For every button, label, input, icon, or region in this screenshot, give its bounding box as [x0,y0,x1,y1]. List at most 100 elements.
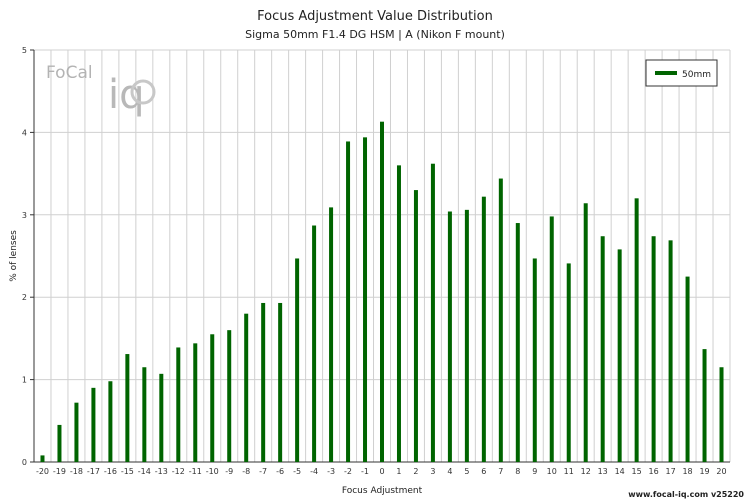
y-tick-label: 5 [22,46,27,55]
bar [515,223,520,462]
bar [40,455,45,462]
x-tick-label: 12 [581,467,591,476]
x-tick-label: -6 [276,467,284,476]
x-tick-label: 8 [515,467,520,476]
x-tick-label: 1 [396,467,401,476]
x-tick-label: 17 [665,467,675,476]
bar [74,402,79,462]
x-tick-label: 20 [716,467,726,476]
logo-lens-icon [130,79,156,105]
y-tick-label: 3 [22,211,27,220]
x-tick-label: -4 [310,467,318,476]
x-tick-label: 0 [379,467,384,476]
bar [719,367,724,462]
bar [600,236,605,462]
logo-focal-text: FoCal [46,63,93,83]
x-tick-label: -17 [87,467,100,476]
bar [617,249,622,462]
bar [702,349,707,462]
bar [329,207,334,462]
bar [685,276,690,462]
x-tick-label: 16 [649,467,659,476]
x-tick-label: 11 [564,467,574,476]
bar [447,211,452,462]
bar [396,165,401,463]
x-tick-label: -10 [206,467,219,476]
x-tick-label: 5 [464,467,469,476]
bar [430,163,435,462]
x-tick-label: -13 [155,467,168,476]
x-axis-label: Focus Adjustment [342,486,423,496]
bar [176,347,181,462]
x-tick-label-layer: -20 -19 -18 -17 -16 -15 -14 -13 -12 -11 -10 -9 -8 -7-… [36,467,727,476]
bar [227,330,232,462]
x-tick-label: -19 [53,467,66,476]
x-tick-label: 18 [682,467,692,476]
bar [57,424,62,462]
chart-title: Focus Adjustment Value Distribution [257,9,493,24]
y-tick-label: 1 [22,376,27,385]
y-tick-label-layer: 0 1 2 3 4 5 [22,46,27,467]
bar [413,190,418,462]
bar [481,196,486,462]
y-axis-label: % of lenses [9,230,19,282]
bar [549,216,554,462]
bar [159,373,164,462]
x-tick-label: -2 [344,467,352,476]
x-tick-label: -8 [242,467,250,476]
bar [261,302,266,462]
bar [464,209,469,462]
x-tick-label: 4 [447,467,452,476]
legend: 50mm [645,59,718,87]
y-tick-label: 2 [22,293,27,302]
x-tick-label: -16 [104,467,117,476]
x-tick-label: -3 [327,467,335,476]
x-tick-label: -9 [225,467,233,476]
bar [244,313,249,462]
x-tick-label: 7 [498,467,503,476]
x-tick-label: 10 [547,467,557,476]
x-tick-label: 15 [632,467,642,476]
x-tick-label: -7 [259,467,267,476]
bar [363,137,368,462]
y-tick-label: 4 [22,128,27,137]
x-tick-label: -5 [293,467,301,476]
bar [532,258,537,462]
x-tick-label: 9 [532,467,537,476]
y-tick-label: 0 [22,458,27,467]
focal-iq-logo: FoCal iq [46,63,156,118]
x-tick-label: -15 [121,467,134,476]
bar [295,258,300,462]
x-tick-label: 6 [481,467,486,476]
bar [668,240,673,462]
bar [634,198,639,462]
bar [278,302,283,462]
legend-swatch [655,71,677,75]
bar [108,381,113,462]
bar [498,178,503,462]
bar [312,225,317,462]
bar [91,387,96,462]
x-tick-label: 13 [598,467,608,476]
x-tick-label: -1 [361,467,369,476]
grid-layer [33,49,731,463]
bar [142,367,147,462]
bar [210,334,215,462]
x-tick-label: -12 [172,467,185,476]
logo-iq-text: iq [108,72,145,118]
footer-text: www.focal-iq.com v25220 [628,490,744,499]
chart-subtitle: Sigma 50mm F1.4 DG HSM | A (Nikon F moun… [245,28,505,41]
x-tick-label: -11 [189,467,202,476]
legend-box [645,59,718,87]
bar [125,354,130,462]
x-tick-label: 3 [430,467,435,476]
bar [193,343,198,462]
x-tick-label: -14 [138,467,151,476]
x-tick-label: -18 [70,467,83,476]
legend-label: 50mm [682,70,711,80]
x-tick-label: -20 [36,467,49,476]
bar [583,203,588,462]
x-tick-label: 19 [699,467,709,476]
